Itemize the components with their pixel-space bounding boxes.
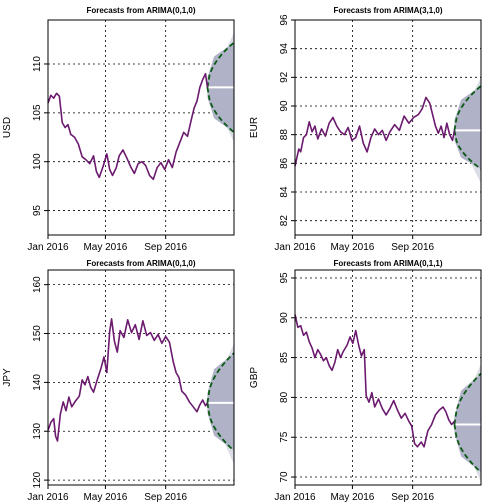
- y-tick-label: 85: [279, 352, 290, 364]
- chart-title: Forecasts from ARIMA(0,1,1): [333, 259, 442, 268]
- y-tick-label: 82: [279, 215, 290, 227]
- chart-panel-eur: Forecasts from ARIMA(3,1,0) EUR 82 84 86 88 90…: [249, 6, 482, 253]
- chart-panel-jpy: Forecasts from ARIMA(0,1,0) JPY 120 130 140 1…: [2, 259, 235, 503]
- forecast-lower-dashed-line: [206, 87, 235, 134]
- y-axis-label: JPY: [2, 368, 13, 387]
- forecast-lower-dashed-line: [453, 424, 482, 473]
- chart-panel-gbp: Forecasts from ARIMA(0,1,1) GBP 70 75 80 85 90…: [249, 259, 482, 503]
- y-tick-label: 94: [279, 43, 290, 55]
- series-line: [47, 318, 209, 442]
- x-tick-label: May 2016: [330, 242, 374, 253]
- plot-frame: [47, 269, 235, 486]
- chart-title: Forecasts from ARIMA(3,1,0): [333, 6, 442, 15]
- chart-panel-usd: Forecasts from ARIMA(0,1,0) USD 95 100 105 11…: [2, 6, 235, 253]
- y-tick-label: 70: [279, 471, 290, 483]
- x-tick-label: Sep 2016: [391, 242, 434, 253]
- plot-frame: [294, 19, 482, 236]
- y-tick-label: 95: [32, 205, 43, 217]
- forecast-lower-dashed-line: [453, 130, 482, 170]
- y-tick-label: 84: [279, 186, 290, 198]
- forecast-upper-dashed-line: [453, 85, 482, 131]
- y-tick-label: 80: [279, 391, 290, 403]
- y-tick-label: 140: [32, 374, 43, 391]
- y-tick-label: 75: [279, 431, 290, 443]
- x-tick-label: May 2016: [330, 492, 374, 503]
- x-tick-label: Jan 2016: [27, 242, 69, 253]
- y-tick-label: 90: [279, 100, 290, 112]
- chart-title: Forecasts from ARIMA(0,1,0): [86, 259, 195, 268]
- x-tick-label: Jan 2016: [274, 242, 316, 253]
- y-tick-label: 96: [279, 14, 290, 26]
- forecast-upper-dashed-line: [453, 372, 482, 425]
- series-line: [294, 96, 456, 167]
- x-tick-label: Sep 2016: [144, 242, 187, 253]
- y-tick-label: 88: [279, 129, 290, 141]
- forecast-lower-dashed-line: [206, 402, 235, 452]
- chart-title: Forecasts from ARIMA(0,1,0): [86, 6, 195, 15]
- x-tick-label: May 2016: [83, 492, 127, 503]
- y-axis-label: EUR: [249, 117, 260, 138]
- x-tick-label: Sep 2016: [391, 492, 434, 503]
- plot-frame: [294, 269, 482, 486]
- x-tick-label: May 2016: [83, 242, 127, 253]
- y-tick-label: 105: [32, 104, 43, 121]
- y-tick-label: 120: [32, 471, 43, 488]
- y-tick-label: 86: [279, 157, 290, 169]
- x-tick-label: Jan 2016: [27, 492, 69, 503]
- forecast-upper-dashed-line: [206, 352, 235, 404]
- y-tick-label: 90: [279, 312, 290, 324]
- series-line: [294, 314, 456, 448]
- y-tick-label: 150: [32, 325, 43, 342]
- x-tick-label: Sep 2016: [144, 492, 187, 503]
- series-line: [47, 72, 209, 181]
- y-tick-label: 160: [32, 276, 43, 293]
- x-tick-label: Jan 2016: [274, 492, 316, 503]
- y-axis-label: USD: [2, 117, 13, 138]
- y-tick-label: 110: [32, 56, 43, 72]
- forecast-upper-dashed-line: [206, 41, 235, 88]
- y-axis-label: GBP: [249, 367, 260, 388]
- y-tick-label: 95: [279, 272, 290, 284]
- y-tick-label: 130: [32, 422, 43, 439]
- y-tick-label: 100: [32, 153, 43, 170]
- y-tick-label: 92: [279, 71, 290, 83]
- plot-frame: [47, 19, 235, 236]
